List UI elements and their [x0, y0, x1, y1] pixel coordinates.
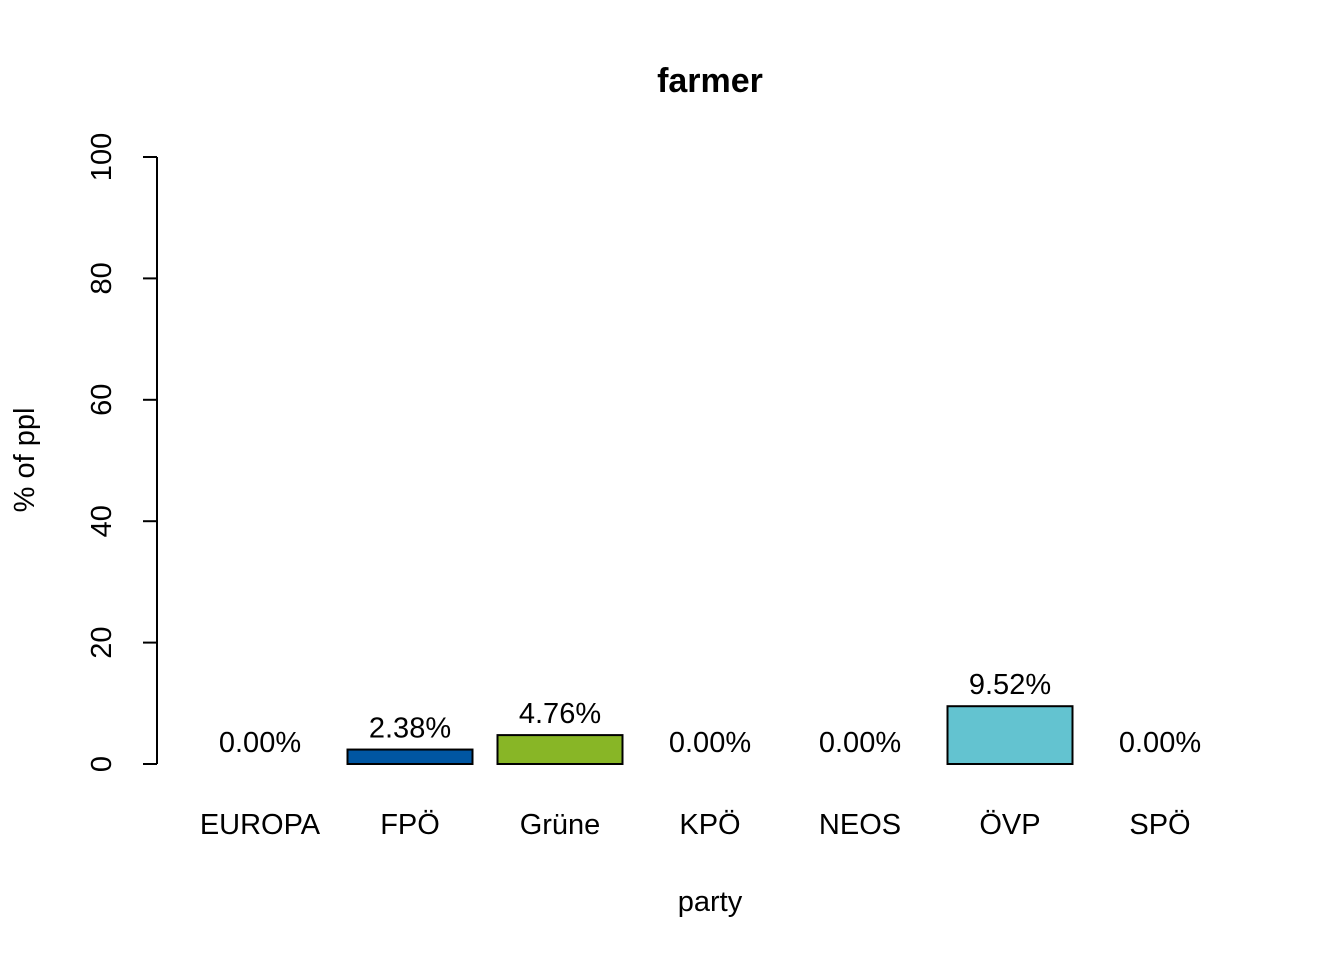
- data-label: 0.00%: [669, 727, 751, 759]
- chart-title: farmer: [657, 62, 763, 100]
- x-tick-label: ÖVP: [979, 809, 1040, 841]
- x-tick-label: Grüne: [520, 809, 601, 841]
- x-tick-label: EUROPA: [200, 809, 321, 841]
- data-label: 0.00%: [219, 727, 301, 759]
- x-tick-label: SPÖ: [1129, 809, 1190, 841]
- bars: 0.00% 2.38% 4.76% 0.00% 0.00% 9.52% 0.00%: [219, 669, 1201, 766]
- data-label: 4.76%: [519, 698, 601, 730]
- bar-övp: [946, 705, 1074, 766]
- bar-grüne: [496, 734, 624, 766]
- y-tick-label: 60: [86, 384, 118, 416]
- y-tick-label: 80: [86, 262, 118, 294]
- y-axis: 0 20 40 60 80 100: [86, 133, 158, 772]
- y-tick-label: 20: [86, 626, 118, 658]
- y-tick-label: 0: [86, 756, 118, 772]
- x-tick-label: KPÖ: [679, 809, 740, 841]
- x-tick-label: NEOS: [819, 809, 901, 841]
- y-axis-label: % of ppl: [9, 408, 41, 513]
- data-label: 0.00%: [1119, 727, 1201, 759]
- data-label: 9.52%: [969, 669, 1051, 701]
- bar-fpö: [346, 748, 474, 766]
- data-label: 2.38%: [369, 713, 451, 745]
- y-tick-label: 100: [86, 133, 118, 181]
- x-tick-labels: EUROPA FPÖ Grüne KPÖ NEOS ÖVP SPÖ: [200, 809, 1191, 841]
- y-tick-label: 40: [86, 505, 118, 537]
- x-tick-label: FPÖ: [380, 809, 440, 841]
- x-axis-label: party: [678, 886, 743, 918]
- data-label: 0.00%: [819, 727, 901, 759]
